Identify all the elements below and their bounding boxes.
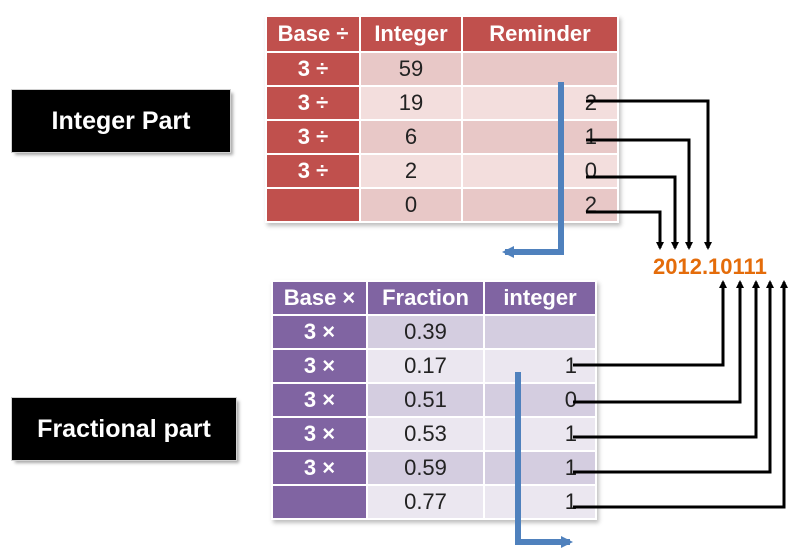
header-integer: Integer: [361, 17, 461, 51]
table-row: 3 × 0.53 1: [273, 418, 595, 450]
header-base-divide: Base ÷: [267, 17, 359, 51]
integer-digit-cell: 1: [485, 418, 595, 450]
divisor-cell: 3 ÷: [267, 53, 359, 85]
fraction-digit-connector-1: [573, 280, 727, 367]
integer-cell: 6: [361, 121, 461, 153]
fraction-cell: 0.59: [368, 452, 483, 484]
result-number: 2012.10111: [653, 254, 767, 279]
fraction-digit-connector-2: [573, 280, 744, 404]
divisor-cell: 3 ÷: [267, 155, 359, 187]
table-row: 3 ÷ 6 1: [267, 121, 617, 153]
header-integer: integer: [485, 282, 595, 314]
table-row: 0.77 1: [273, 486, 595, 518]
header-reminder: Reminder: [463, 17, 617, 51]
fraction-cell: 0.51: [368, 384, 483, 416]
integer-cell: 0: [361, 189, 461, 221]
table-row: 0 2: [267, 189, 617, 221]
fraction-digit-connector-5: [573, 280, 788, 509]
multiplier-cell: 3 ×: [273, 350, 366, 382]
integer-digit-cell: 1: [485, 452, 595, 484]
fraction-cell: 0.17: [368, 350, 483, 382]
table-row: 3 ÷ 19 2: [267, 87, 617, 119]
remainder-read-direction-arrow: [502, 82, 564, 258]
table-header-row: Base × Fraction integer: [273, 282, 595, 314]
divisor-cell: 3 ÷: [267, 121, 359, 153]
integer-part-label: Integer Part: [11, 89, 231, 153]
remainder-connector-1: [586, 99, 712, 250]
table-row: 3 × 0.59 1: [273, 452, 595, 484]
fractional-part-label: Fractional part: [11, 397, 237, 461]
fraction-multiplication-table: Base × Fraction integer 3 × 0.39 3 × 0.1…: [271, 280, 597, 520]
integer-digit-cell: 0: [485, 384, 595, 416]
remainder-connector-3: [586, 175, 679, 250]
remainder-connector-2: [586, 138, 693, 250]
integer-read-direction-arrow: [515, 372, 573, 548]
table-row: 3 ÷ 59: [267, 53, 617, 85]
remainder-connector-4: [586, 210, 664, 250]
remainder-cell: [463, 53, 617, 85]
fraction-cell: 0.77: [368, 486, 483, 518]
multiplier-cell: 3 ×: [273, 418, 366, 450]
integer-cell: 59: [361, 53, 461, 85]
fraction-digit-connector-3: [573, 280, 760, 439]
fraction-cell: 0.39: [368, 316, 483, 348]
integer-digit-cell: [485, 316, 595, 348]
table-row: 3 × 0.51 0: [273, 384, 595, 416]
integer-cell: 2: [361, 155, 461, 187]
multiplier-cell: 3 ×: [273, 316, 366, 348]
header-fraction: Fraction: [368, 282, 483, 314]
divisor-cell: 3 ÷: [267, 87, 359, 119]
table-row: 3 × 0.39: [273, 316, 595, 348]
table-header-row: Base ÷ Integer Reminder: [267, 17, 617, 51]
multiplier-cell: 3 ×: [273, 452, 366, 484]
integer-cell: 19: [361, 87, 461, 119]
divisor-cell: [267, 189, 359, 221]
multiplier-cell: [273, 486, 366, 518]
integer-digit-cell: 1: [485, 486, 595, 518]
multiplier-cell: 3 ×: [273, 384, 366, 416]
fraction-cell: 0.53: [368, 418, 483, 450]
fraction-digit-connector-4: [573, 280, 774, 474]
remainder-cell: 2: [463, 87, 617, 119]
remainder-cell: 2: [463, 189, 617, 221]
remainder-cell: 1: [463, 121, 617, 153]
header-base-multiply: Base ×: [273, 282, 366, 314]
